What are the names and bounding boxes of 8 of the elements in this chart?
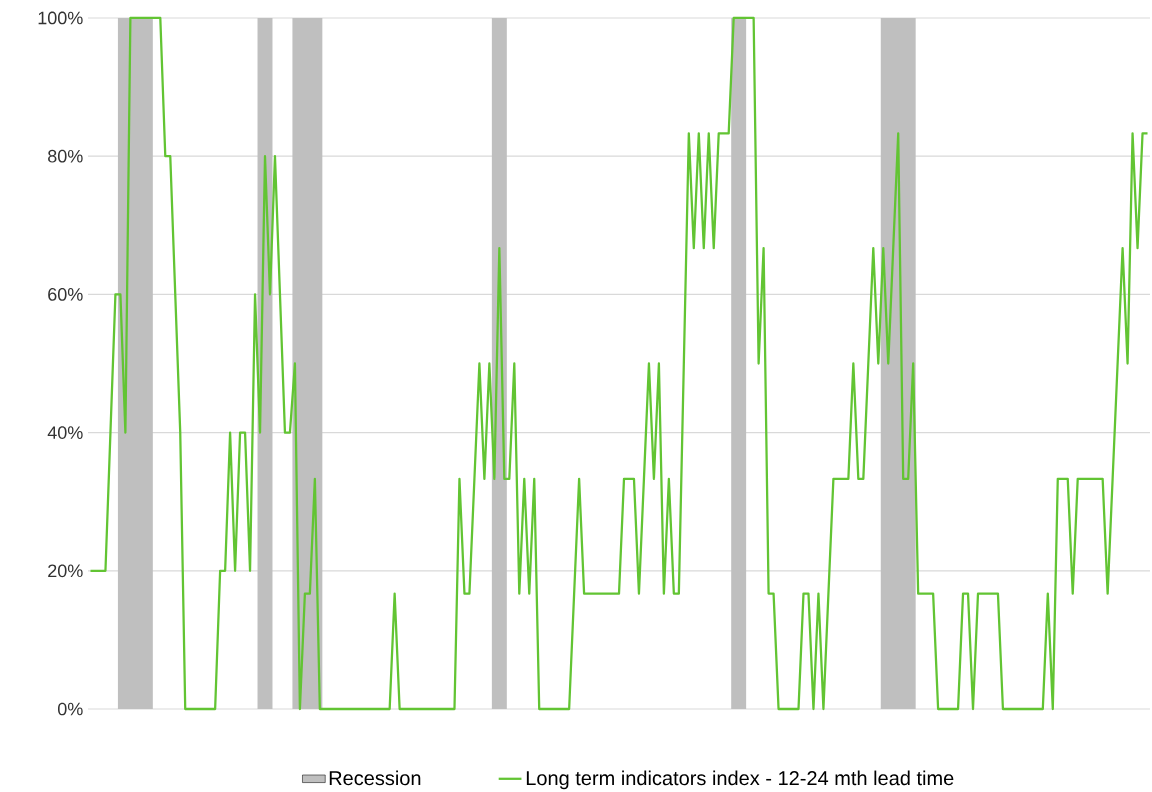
y-tick-label: 0% xyxy=(57,702,83,716)
legend-label: Recession xyxy=(329,770,421,786)
y-tick-label: 40% xyxy=(47,426,83,439)
y-tick-label: 100% xyxy=(38,11,83,25)
y-tick-label: 60% xyxy=(48,288,83,301)
y-tick-label: 80% xyxy=(48,149,83,163)
legend-label: Long term indicators index - 12-24 mth lead time xyxy=(526,770,954,790)
y-tick-label: 20% xyxy=(48,564,83,578)
